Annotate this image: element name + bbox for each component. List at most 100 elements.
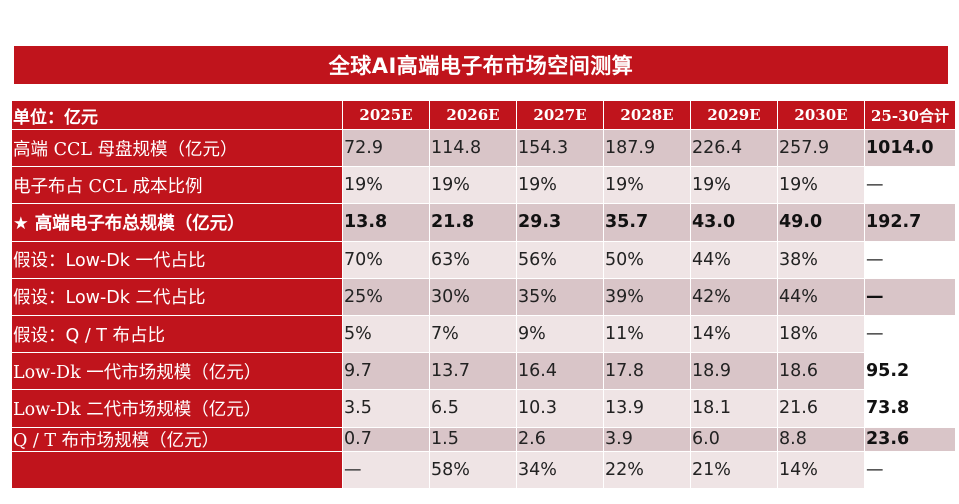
table-cell: 13.9 — [604, 390, 691, 427]
total-cell: 192.7 — [865, 204, 956, 241]
table-cell: 70% — [343, 241, 430, 278]
table-cell: 14% — [691, 315, 778, 353]
row-label: ★ 高端电子布总规模（亿元） — [12, 204, 343, 241]
table-cell: 5% — [343, 315, 430, 353]
table-cell: 18% — [778, 315, 865, 353]
table-cell: 25% — [343, 278, 430, 315]
table-cell: 18.1 — [691, 390, 778, 427]
table-cell: 38% — [778, 241, 865, 278]
table-row: 高端 CCL 母盘规模（亿元） 72.9 114.8 154.3 187.9 2… — [12, 130, 958, 168]
table-cell: 63% — [430, 241, 517, 278]
year-header: 2028E — [604, 101, 691, 129]
table-cell: 19% — [778, 167, 865, 204]
table-cell: 19% — [691, 167, 778, 204]
table-cell: 35% — [517, 278, 604, 315]
table-cell: 19% — [517, 167, 604, 204]
table-cell: 42% — [691, 278, 778, 315]
table-cell: 14% — [778, 451, 865, 488]
table-cell: 6.0 — [691, 427, 778, 451]
table-cell: 8.8 — [778, 427, 865, 451]
total-cell: 95.2 — [865, 353, 956, 390]
row-label: Q / T 布市场规模（亿元） — [12, 427, 343, 451]
table-cell: 21.8 — [430, 204, 517, 241]
table-cell: 18.6 — [778, 353, 865, 390]
table-cell: 44% — [691, 241, 778, 278]
table-cell: 39% — [604, 278, 691, 315]
total-cell: — — [865, 241, 956, 278]
table-cell: 3.5 — [343, 390, 430, 427]
table-cell: 13.7 — [430, 353, 517, 390]
table-title: 全球AI高端电子布市场空间测算 — [14, 46, 948, 84]
row-label: 假设：Q / T 布占比 — [12, 315, 343, 353]
table-cell: 6.5 — [430, 390, 517, 427]
table-cell: 16.4 — [517, 353, 604, 390]
row-label: Low-Dk 一代市场规模（亿元） — [12, 353, 343, 390]
total-cell: — — [865, 278, 956, 315]
table-row: 电子布占 CCL 成本比例 19% 19% 19% 19% 19% 19% — — [12, 167, 958, 205]
total-cell: 23.6 — [865, 427, 956, 451]
row-label: Low-Dk 二代市场规模（亿元） — [12, 390, 343, 427]
table-cell: 30% — [430, 278, 517, 315]
table-cell: 1.5 — [430, 427, 517, 451]
row-label: 高端 CCL 母盘规模（亿元） — [12, 130, 343, 167]
row-label: 假设：Low-Dk 二代占比 — [12, 278, 343, 315]
year-header: 2027E — [517, 101, 604, 129]
total-cell: 73.8 — [865, 390, 956, 427]
table-cell: 3.9 — [604, 427, 691, 451]
table-cell: 10.3 — [517, 390, 604, 427]
table-row: 假设：Q / T 布占比 5% 7% 9% 11% 14% 18% — — [12, 315, 958, 354]
table-cell: 9.7 — [343, 353, 430, 390]
row-label — [12, 451, 343, 488]
table-cell: 9% — [517, 315, 604, 353]
row-label: 假设：Low-Dk 一代占比 — [12, 241, 343, 278]
year-header: 2030E — [778, 101, 865, 129]
table-cell: 154.3 — [517, 130, 604, 167]
table-cell: 44% — [778, 278, 865, 315]
table-cell: 72.9 — [343, 130, 430, 167]
table-row: — 58% 34% 22% 21% 14% — — [12, 451, 958, 489]
table-cell: 19% — [343, 167, 430, 204]
table-cell: — — [343, 451, 430, 488]
table-cell: 17.8 — [604, 353, 691, 390]
table-cell: 50% — [604, 241, 691, 278]
table-row: Low-Dk 二代市场规模（亿元） 3.5 6.5 10.3 13.9 18.1… — [12, 390, 958, 428]
year-header: 2026E — [430, 101, 517, 129]
table-cell: 187.9 — [604, 130, 691, 167]
total-header: 25-30合计 — [865, 101, 956, 129]
table-header-row: 单位：亿元 2025E 2026E 2027E 2028E 2029E 2030… — [12, 101, 958, 130]
market-size-table: 单位：亿元 2025E 2026E 2027E 2028E 2029E 2030… — [12, 101, 958, 489]
table-row: Low-Dk 一代市场规模（亿元） 9.7 13.7 16.4 17.8 18.… — [12, 353, 958, 391]
row-label: 电子布占 CCL 成本比例 — [12, 167, 343, 204]
table-cell: 56% — [517, 241, 604, 278]
table-row: 假设：Low-Dk 二代占比 25% 30% 35% 39% 42% 44% — — [12, 278, 958, 316]
year-header: 2025E — [343, 101, 430, 129]
table-cell: 58% — [430, 451, 517, 488]
table-cell: 7% — [430, 315, 517, 353]
table-cell: 114.8 — [430, 130, 517, 167]
table-row: ★ 高端电子布总规模（亿元） 13.8 21.8 29.3 35.7 43.0 … — [12, 204, 958, 242]
table-cell: 34% — [517, 451, 604, 488]
table-row: 假设：Low-Dk 一代占比 70% 63% 56% 50% 44% 38% — — [12, 241, 958, 279]
total-cell: — — [865, 315, 956, 353]
table-cell: 49.0 — [778, 204, 865, 241]
total-cell: — — [865, 167, 956, 204]
table-cell: 13.8 — [343, 204, 430, 241]
table-cell: 21.6 — [778, 390, 865, 427]
table-cell: 35.7 — [604, 204, 691, 241]
year-header: 2029E — [691, 101, 778, 129]
table-cell: 19% — [604, 167, 691, 204]
table-cell: 11% — [604, 315, 691, 353]
table-cell: 18.9 — [691, 353, 778, 390]
total-cell: — — [865, 451, 956, 488]
unit-header: 单位：亿元 — [12, 101, 343, 129]
table-cell: 21% — [691, 451, 778, 488]
table-cell: 257.9 — [778, 130, 865, 167]
table-cell: 0.7 — [343, 427, 430, 451]
total-cell: 1014.0 — [865, 130, 956, 167]
table-cell: 22% — [604, 451, 691, 488]
table-cell: 29.3 — [517, 204, 604, 241]
table-cell: 43.0 — [691, 204, 778, 241]
table-cell: 226.4 — [691, 130, 778, 167]
table-row: Q / T 布市场规模（亿元） 0.7 1.5 2.6 3.9 6.0 8.8 … — [12, 427, 958, 452]
table-cell: 19% — [430, 167, 517, 204]
